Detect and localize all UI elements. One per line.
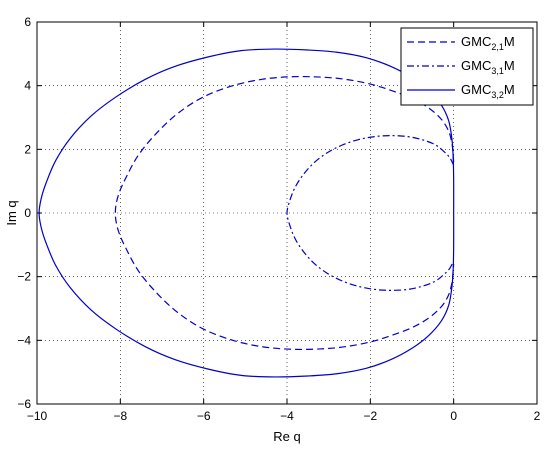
x-tick-label: 2	[534, 409, 541, 423]
y-tick-label: −2	[17, 270, 31, 284]
y-tick-label: 2	[24, 142, 31, 156]
x-tick-label: −2	[363, 409, 377, 423]
legend-entry-label: GMC3,2M	[461, 82, 515, 100]
legend: GMC2,1M GMC3,1M GMC3,2M	[400, 27, 534, 106]
legend-entry-label: GMC3,1M	[461, 58, 515, 76]
series-line-gmc2-1m	[114, 75, 455, 351]
x-tick-label: −10	[27, 409, 48, 423]
series-line-gmc3-1m	[286, 135, 455, 291]
x-axis-label: Re q	[273, 429, 300, 444]
y-axis-label: Im q	[4, 200, 19, 225]
legend-entry-label: GMC2,1M	[461, 34, 515, 52]
y-tick-label: −4	[17, 333, 31, 347]
x-tick-label: −6	[197, 409, 211, 423]
x-tick-label: 0	[450, 409, 457, 423]
x-tick-label: −4	[280, 409, 294, 423]
y-tick-label: 0	[24, 206, 31, 220]
y-tick-label: 4	[24, 79, 31, 93]
y-tick-label: 6	[24, 15, 31, 29]
tick-layer: −10 −8 −6 −4 −2 0 2 −6 −4 −2 0 2 4 6	[17, 15, 540, 423]
legend-items: GMC2,1M GMC3,1M GMC3,2M	[407, 34, 515, 100]
y-tick-label: −6	[17, 397, 31, 411]
x-tick-label: −8	[113, 409, 127, 423]
